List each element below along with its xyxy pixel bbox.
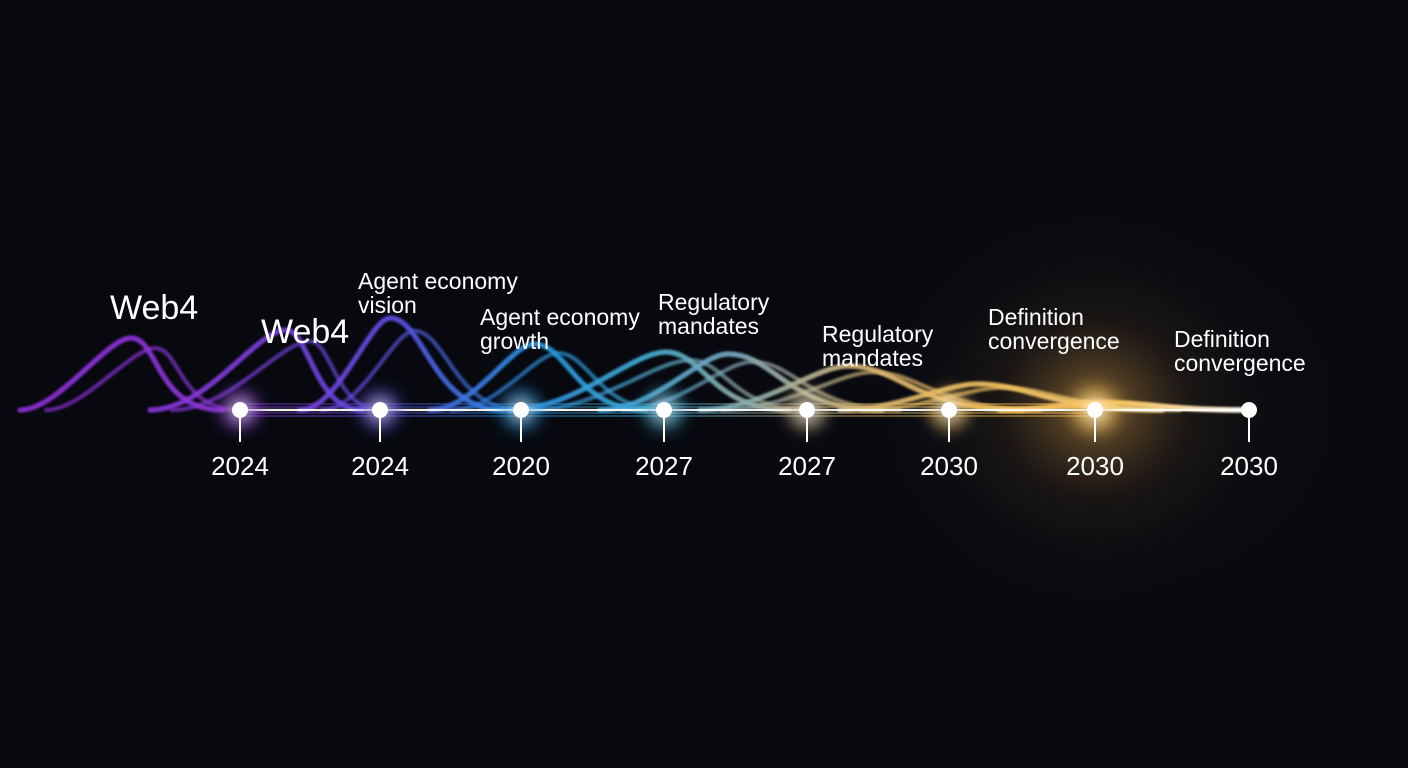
svg-text:mandates: mandates xyxy=(822,345,923,371)
svg-text:growth: growth xyxy=(480,328,549,354)
svg-text:2024: 2024 xyxy=(351,451,409,481)
svg-text:2024: 2024 xyxy=(211,451,269,481)
svg-text:Agent economy: Agent economy xyxy=(358,268,518,294)
svg-text:Web4: Web4 xyxy=(110,289,198,327)
svg-text:Regulatory: Regulatory xyxy=(822,321,934,347)
svg-text:Regulatory: Regulatory xyxy=(658,289,770,315)
svg-text:2027: 2027 xyxy=(778,451,836,481)
svg-text:2020: 2020 xyxy=(492,451,550,481)
svg-text:2030: 2030 xyxy=(1220,451,1278,481)
svg-text:Agent economy: Agent economy xyxy=(480,304,640,330)
svg-text:2027: 2027 xyxy=(635,451,693,481)
svg-text:Definition: Definition xyxy=(988,304,1084,330)
svg-text:convergence: convergence xyxy=(988,328,1120,354)
svg-text:vision: vision xyxy=(358,292,417,318)
svg-text:2030: 2030 xyxy=(1066,451,1124,481)
svg-text:convergence: convergence xyxy=(1174,350,1306,376)
svg-text:2030: 2030 xyxy=(920,451,978,481)
svg-text:mandates: mandates xyxy=(658,313,759,339)
svg-text:Definition: Definition xyxy=(1174,326,1270,352)
svg-text:Web4: Web4 xyxy=(261,313,349,351)
